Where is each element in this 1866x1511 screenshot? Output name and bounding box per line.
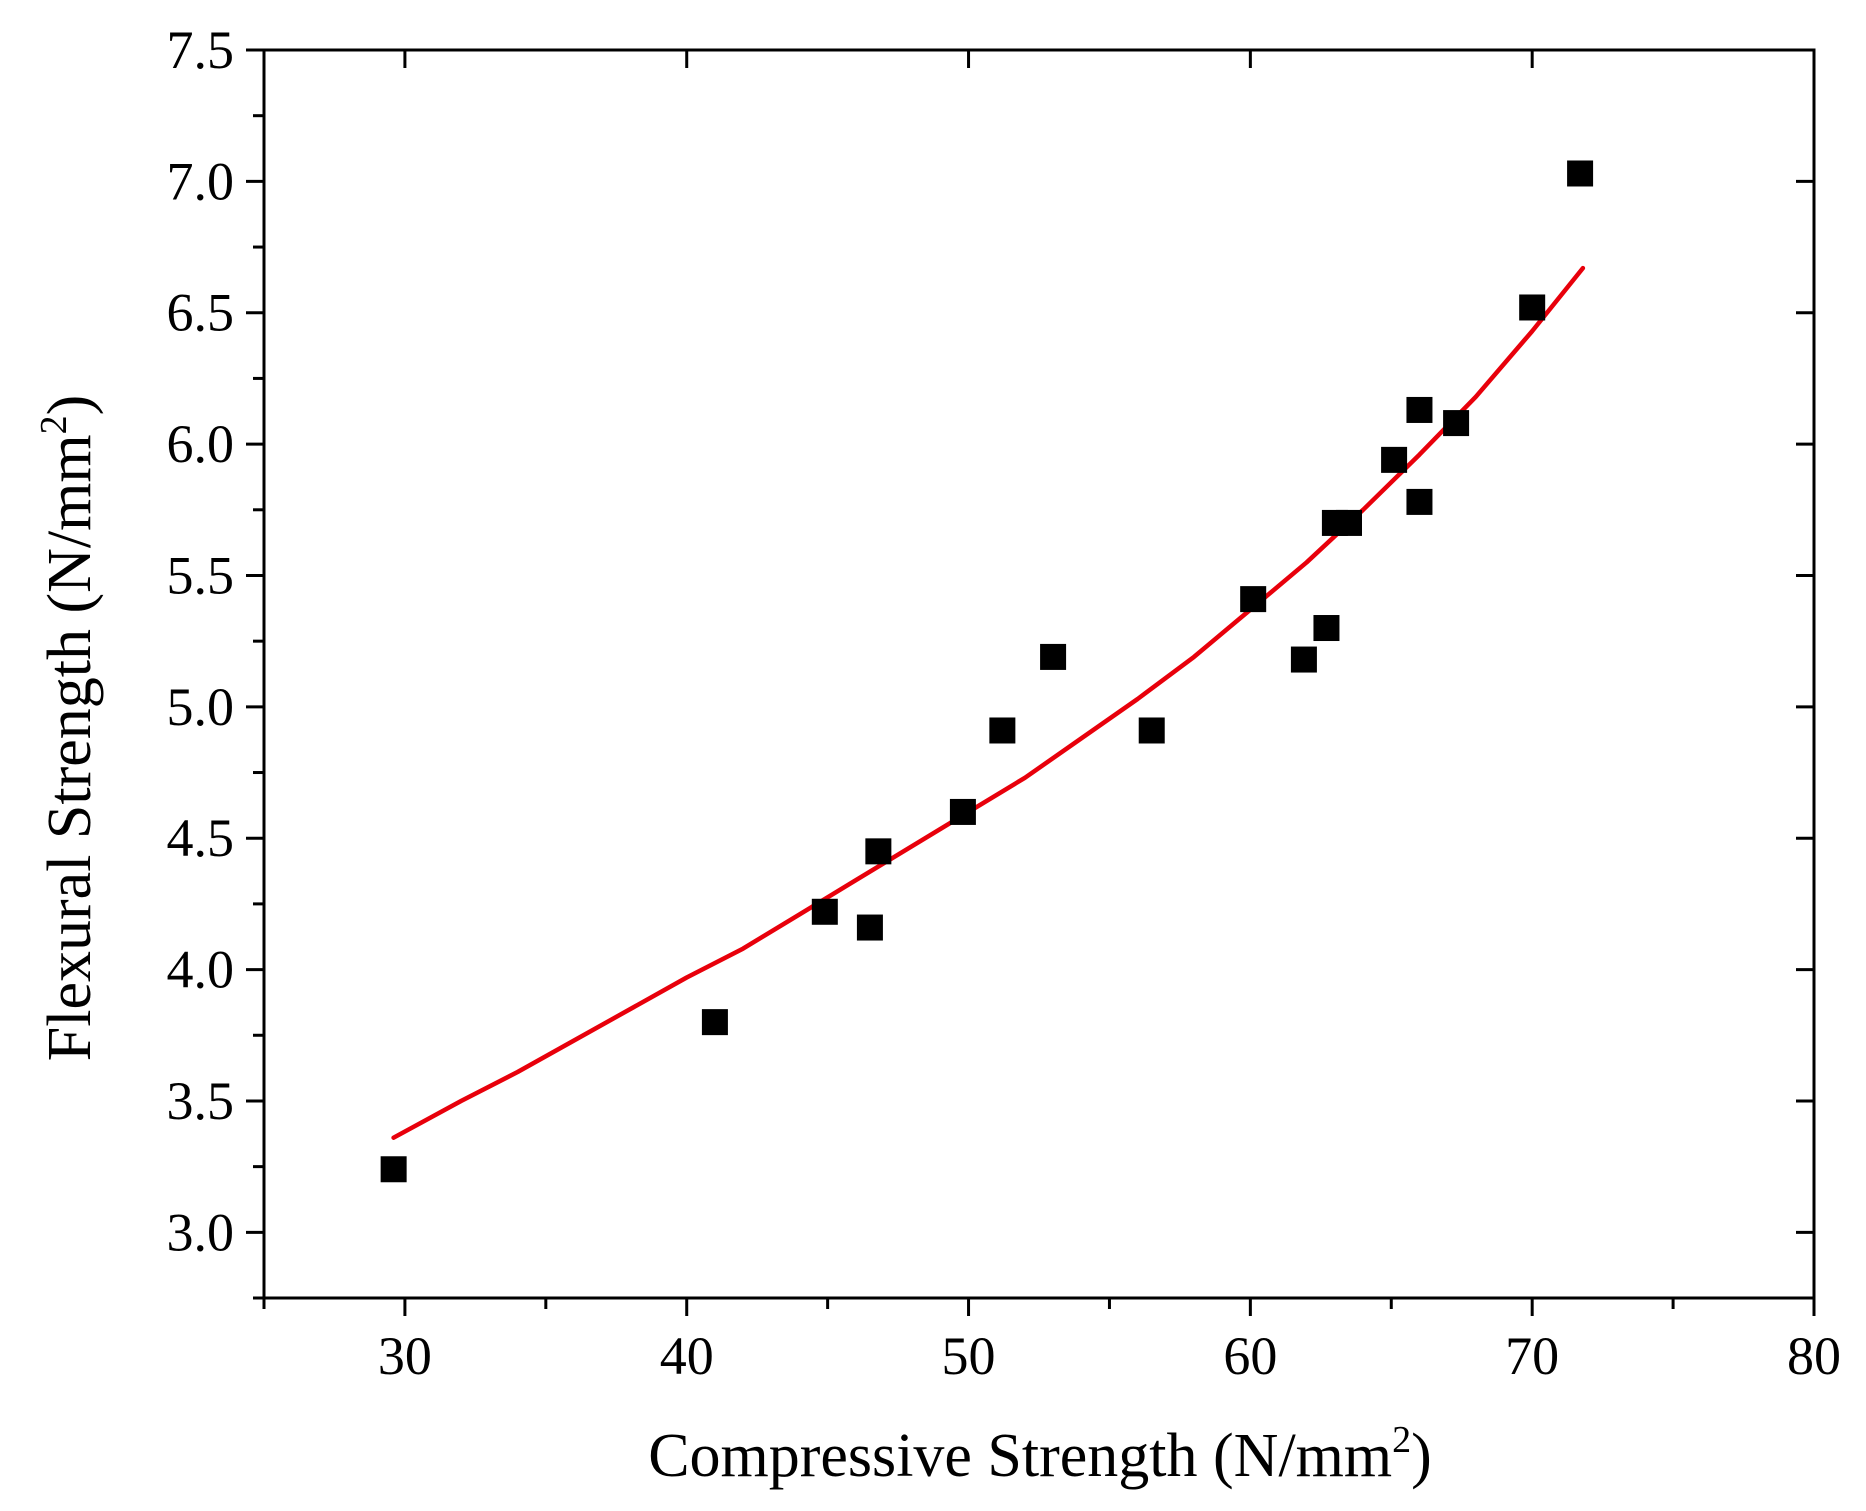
y-tick-label: 4.0 <box>167 940 235 1000</box>
fit-curve <box>391 265 1586 1140</box>
data-point <box>811 898 838 925</box>
data-point <box>1519 294 1546 321</box>
x-axis-ticks: 30 40 50 60 70 80 <box>262 50 1841 1386</box>
x-tick-label: 30 <box>378 1326 432 1386</box>
y-tick-label: 5.5 <box>167 545 235 605</box>
x-axis-title-text: Compressive Strength (N/mm <box>648 1422 1392 1490</box>
y-axis-title: Flexural Strength (N/mm2) <box>33 395 104 1061</box>
y-tick-label: 7.0 <box>167 151 235 211</box>
y-axis-title-superscript: 2 <box>33 415 75 434</box>
y-tick-label: 3.5 <box>167 1071 235 1131</box>
x-tick-label: 40 <box>660 1326 714 1386</box>
y-tick-label: 6.5 <box>167 283 235 343</box>
y-tick-label: 3.0 <box>167 1202 235 1262</box>
data-point <box>989 717 1016 744</box>
x-axis-title: Compressive Strength (N/mm2) <box>648 1419 1432 1490</box>
x-axis-title-suffix: ) <box>1411 1422 1432 1490</box>
x-tick-label: 80 <box>1787 1326 1841 1386</box>
y-tick-label: 6.0 <box>167 414 235 474</box>
data-point <box>1567 160 1594 187</box>
y-axis-title-suffix: ) <box>36 395 104 416</box>
data-point <box>1406 396 1433 423</box>
data-point <box>1336 509 1362 536</box>
y-axis-ticks: 3.0 3.5 4.0 4.5 5.0 5.5 6.0 6.5 7.0 7.5 <box>167 20 1814 1300</box>
data-point <box>701 1009 728 1036</box>
x-tick-label: 50 <box>942 1326 996 1386</box>
y-axis-title-text: Flexural Strength (N/mm <box>36 434 104 1061</box>
y-tick-label: 7.5 <box>167 20 235 80</box>
y-tick-label: 5.0 <box>167 677 235 737</box>
data-point <box>865 838 892 865</box>
x-axis-title-superscript: 2 <box>1392 1419 1411 1461</box>
axes <box>262 48 1816 1300</box>
plot-frame <box>262 48 1816 1300</box>
data-point <box>1406 488 1433 515</box>
data-point <box>380 1156 407 1183</box>
x-tick-label: 70 <box>1505 1326 1559 1386</box>
data-point <box>1240 586 1267 613</box>
y-tick-label: 4.5 <box>167 808 235 868</box>
data-point <box>856 914 883 941</box>
data-point <box>1313 615 1340 642</box>
data-point <box>1290 646 1317 673</box>
data-points <box>380 160 1594 1183</box>
data-point <box>1443 410 1470 437</box>
data-point <box>1040 643 1067 670</box>
data-point <box>1138 717 1165 744</box>
data-point <box>1381 446 1408 473</box>
data-point <box>949 798 976 825</box>
x-tick-label: 60 <box>1223 1326 1277 1386</box>
fit-curve-layer <box>391 265 1586 1140</box>
